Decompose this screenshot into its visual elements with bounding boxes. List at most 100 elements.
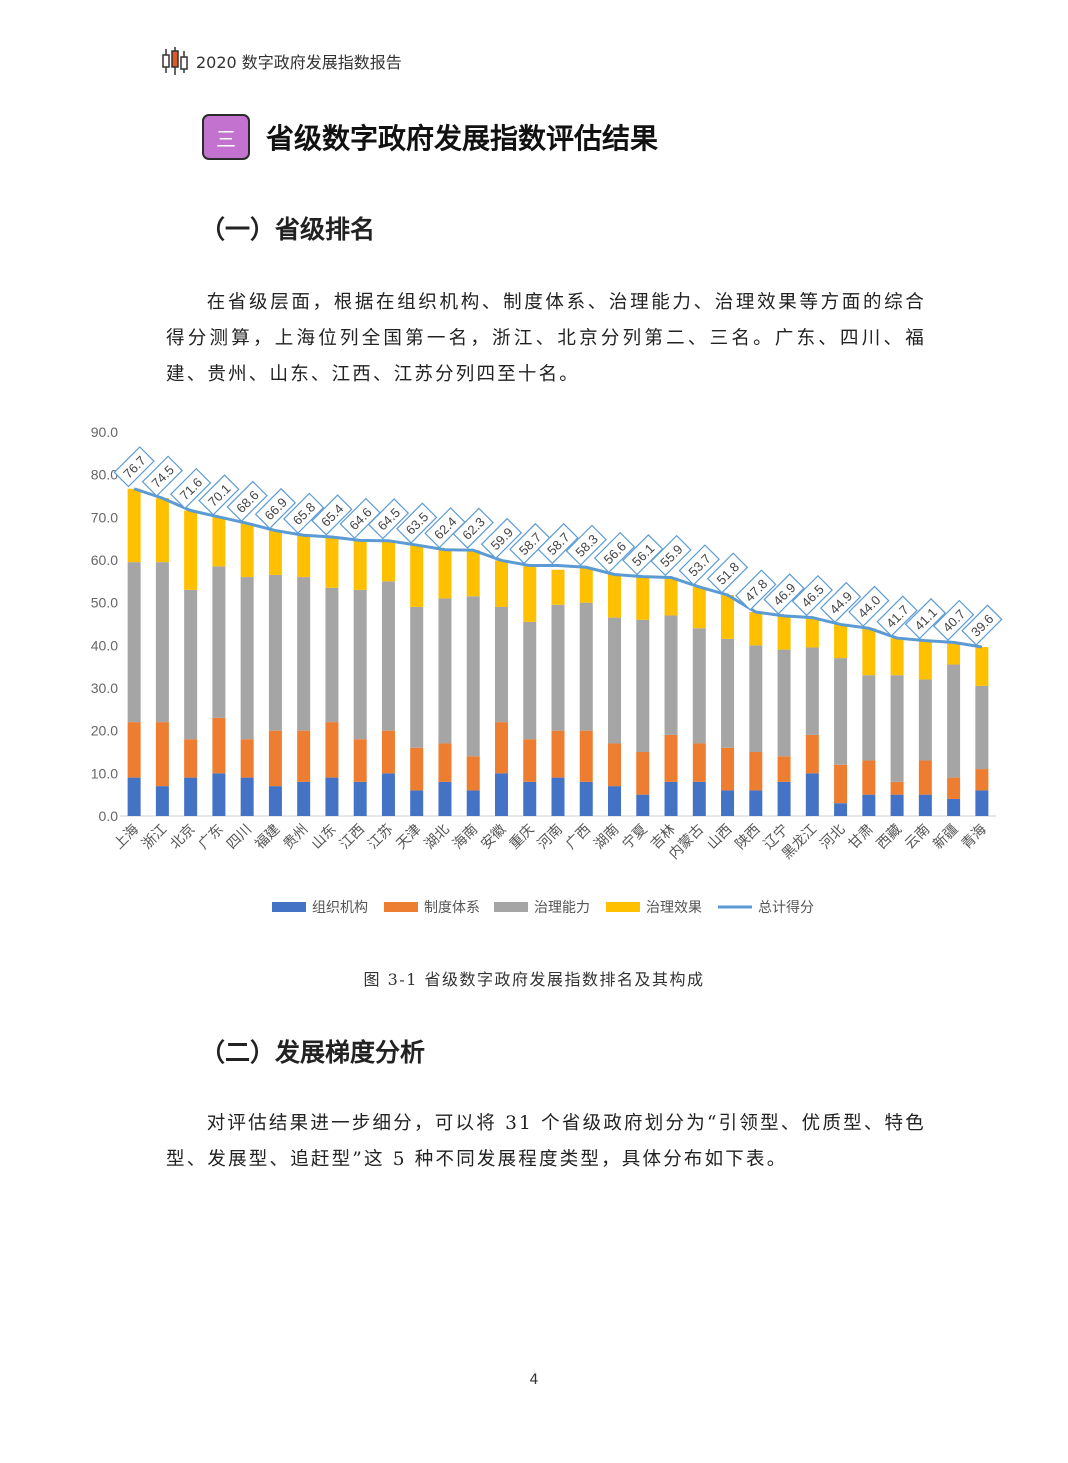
bar-segment <box>297 781 311 816</box>
y-tick-label: 90.0 <box>91 424 118 440</box>
y-tick-label: 0.0 <box>99 808 119 824</box>
bar-segment <box>325 587 339 723</box>
data-label-box <box>819 581 862 624</box>
y-tick-label: 70.0 <box>91 509 118 525</box>
paragraph-ranking-text: 在省级层面，根据在组织机构、制度体系、治理能力、治理效果等方面的综合得分测算，上… <box>166 292 926 385</box>
paragraph-ranking: 在省级层面，根据在组织机构、制度体系、治理能力、治理效果等方面的综合得分测算，上… <box>166 285 926 393</box>
bar-segment <box>494 606 508 723</box>
bar-segment <box>381 773 395 816</box>
data-label-box <box>254 487 297 530</box>
x-tick-label: 江西 <box>336 821 367 852</box>
bar-segment <box>184 777 198 816</box>
bar-segment <box>410 606 424 748</box>
bar-segment <box>297 577 311 731</box>
section-number-badge: 三 <box>202 114 250 160</box>
bar-segment <box>155 562 169 723</box>
bar-segment <box>381 581 395 731</box>
bar-segment <box>890 675 904 782</box>
data-label-box <box>452 507 494 549</box>
report-logo-icon <box>162 47 188 75</box>
bar-segment <box>523 781 537 816</box>
legend-swatch <box>494 902 528 912</box>
data-label-box <box>565 524 607 566</box>
data-label-box <box>622 533 664 576</box>
x-tick-label: 甘肃 <box>845 821 876 852</box>
bar-segment <box>579 602 593 731</box>
bar-segment <box>438 781 452 816</box>
bar-segment <box>721 638 735 748</box>
paragraph-gradient-text: 对评估结果进一步细分，可以将 31 个省级政府划分为“引领型、优质型、特色型、发… <box>166 1113 926 1170</box>
bar-segment <box>579 567 593 603</box>
legend-label: 治理效果 <box>646 899 702 915</box>
x-tick-label: 云南 <box>901 821 932 852</box>
data-label-box <box>904 597 947 640</box>
data-label-box <box>226 480 268 522</box>
bar-segment <box>862 794 876 816</box>
bar-segment <box>805 773 819 816</box>
bar-segment <box>353 739 367 782</box>
bar-segment <box>551 777 565 816</box>
x-tick-label: 贵州 <box>280 821 311 852</box>
data-label-box <box>537 522 579 565</box>
legend-item: 制度体系 <box>384 899 480 915</box>
section-heading: 三 省级数字政府发展指数评估结果 <box>202 114 658 160</box>
bar-segment <box>155 722 169 787</box>
data-label-box <box>932 599 975 641</box>
data-label-box <box>198 474 240 516</box>
bar-segment <box>184 739 198 778</box>
bar-segment <box>918 760 932 795</box>
bar-segment <box>777 756 791 782</box>
bar-segment <box>579 781 593 816</box>
bar-segment <box>268 574 282 731</box>
x-tick-label: 湖北 <box>421 821 452 852</box>
bar-segment <box>975 769 989 791</box>
bar-segment <box>381 730 395 774</box>
provincial-ranking-chart: 0.0 10.0 20.0 30.0 40.0 50.0 60.0 70.0 80.0 90.0 上… <box>91 424 1003 915</box>
bar-segment <box>438 549 452 599</box>
total-score-line <box>133 487 983 649</box>
bar-segment <box>975 647 989 686</box>
subsection-title-gradient: （二）发展梯度分析 <box>200 1038 426 1067</box>
subsection-title-ranking: （一）省级排名 <box>200 215 376 244</box>
data-label-box <box>480 517 523 560</box>
x-tick-label: 上海 <box>110 821 141 852</box>
bar-segment <box>890 781 904 795</box>
x-tick-label: 青海 <box>958 821 989 852</box>
bar-segment <box>494 722 508 774</box>
data-label-box <box>141 455 184 497</box>
bar-segment <box>438 598 452 744</box>
bar-segment <box>721 790 735 816</box>
bar-segment <box>127 722 141 778</box>
data-label-box <box>113 446 155 488</box>
x-tick-label: 四川 <box>223 821 254 852</box>
bar-segment <box>749 752 763 791</box>
bar-segment <box>664 615 678 735</box>
bar-segment <box>579 730 593 782</box>
bar-segment <box>268 730 282 787</box>
bar-segment <box>297 730 311 782</box>
data-label-box <box>678 544 720 586</box>
bar-segment <box>664 734 678 782</box>
bar-segment <box>636 752 650 795</box>
bar-segment <box>777 781 791 816</box>
bar-segment <box>212 566 226 718</box>
bar-segment <box>777 649 791 757</box>
bar-segment <box>410 747 424 791</box>
bar-segment <box>212 717 226 774</box>
bar-segment <box>127 777 141 816</box>
bar-segment <box>523 739 537 782</box>
bar-segment <box>692 743 706 782</box>
bar-segment <box>664 781 678 816</box>
x-tick-label: 河北 <box>817 821 848 852</box>
data-label-box <box>367 498 410 540</box>
bar-segment <box>834 624 848 659</box>
bar-segment <box>636 794 650 816</box>
data-label: 46.5 <box>791 574 833 617</box>
bar-segment <box>636 619 650 752</box>
bar-segment <box>325 722 339 778</box>
bar-segment <box>749 645 763 752</box>
bar-segment <box>721 747 735 791</box>
page-header: 2020 数字政府发展指数报告 <box>160 46 402 76</box>
bar-segment <box>805 617 819 648</box>
bar-segment <box>608 743 622 787</box>
